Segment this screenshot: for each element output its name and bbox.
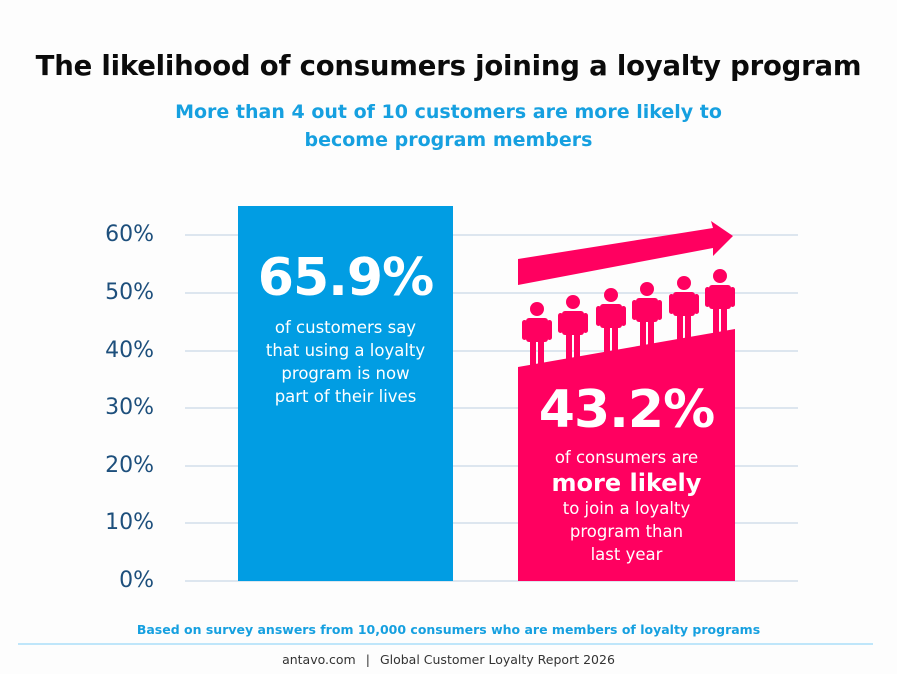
y-tick-10: 10% [105, 510, 154, 535]
y-tick-60: 60% [105, 222, 154, 247]
chart-subtitle: More than 4 out of 10 customers are more… [0, 98, 897, 154]
bar-1-line-1: of customers say [274, 318, 417, 337]
gridline-0 [185, 580, 798, 582]
bar-2-label: 43.2% of consumers are more likely to jo… [518, 380, 735, 566]
people-icons [522, 269, 735, 366]
y-tick-20: 20% [105, 453, 154, 478]
footer-divider [18, 643, 873, 645]
y-tick-0: 0% [119, 568, 154, 593]
bar-1-line-4: part of their lives [274, 387, 417, 406]
bar-2-line-1: of consumers are [554, 448, 699, 467]
footnote: Based on survey answers from 10,000 cons… [136, 622, 761, 637]
gridline-30 [185, 407, 798, 409]
person-icon [705, 269, 735, 333]
source-line: antavo.com | Global Customer Loyalty Repor… [0, 652, 897, 667]
y-tick-50: 50% [105, 280, 154, 305]
gridline-40 [185, 350, 798, 352]
person-icon [596, 288, 626, 352]
bar-1-label: 65.9% of customers say that using a loya… [238, 248, 453, 408]
bar-2-bold: more likely [551, 469, 702, 497]
source-separator: | [365, 652, 370, 667]
bar-2-line-2: to join a loyalty [562, 499, 691, 518]
bar-1-line-2: that using a loyalty [265, 341, 426, 360]
gridline-50 [185, 292, 798, 294]
gridline-20 [185, 465, 798, 467]
bar-43-2 [518, 329, 735, 581]
y-tick-30: 30% [105, 395, 154, 420]
subtitle-line-1: More than 4 out of 10 customers are more… [175, 101, 722, 123]
person-icon [669, 276, 699, 340]
bar-65-9: 65.9% of customers say that using a loya… [238, 206, 453, 581]
gridline-10 [185, 522, 798, 524]
y-tick-40: 40% [105, 338, 154, 363]
gridline-60 [185, 234, 798, 236]
chart-title: The likelihood of consumers joining a lo… [35, 50, 862, 82]
trend-arrow-icon [518, 221, 733, 285]
source-site: antavo.com [282, 652, 356, 667]
bar-2-line-4: last year [590, 545, 663, 564]
subtitle-line-2: become program members [304, 129, 593, 151]
source-report: Global Customer Loyalty Report 2026 [379, 652, 615, 667]
bar-1-value: 65.9% [257, 248, 434, 308]
person-icon [632, 282, 662, 346]
bar-2-line-3: program than [569, 522, 684, 541]
person-icon [522, 302, 552, 366]
bar-2-value: 43.2% [538, 380, 715, 440]
bar-1-line-3: program is now [281, 364, 410, 383]
person-icon [558, 295, 588, 359]
